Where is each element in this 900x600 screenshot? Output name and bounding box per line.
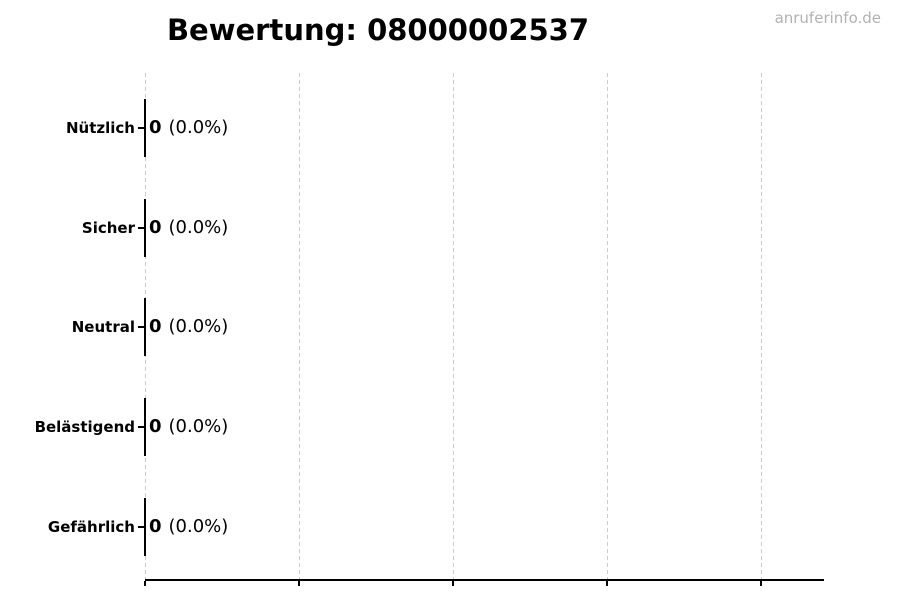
zero-value-bar — [144, 99, 146, 157]
value-label: 0 (0.0%) — [149, 498, 228, 556]
bar-row: Neutral 0 (0.0%) — [0, 298, 900, 356]
x-gridline — [299, 73, 300, 580]
category-label: Gefährlich — [47, 518, 135, 536]
x-axis-tick — [144, 581, 146, 586]
chart-title: Bewertung: 08000002537 — [166, 13, 590, 47]
value-count: 0 — [149, 217, 162, 238]
value-count: 0 — [149, 516, 162, 537]
zero-value-bar — [144, 498, 146, 556]
x-axis-tick — [298, 581, 300, 586]
x-gridline — [607, 73, 608, 580]
value-label: 0 (0.0%) — [149, 199, 228, 257]
y-axis-tick — [138, 526, 145, 528]
x-axis-tick — [760, 581, 762, 586]
category-label: Nützlich — [66, 119, 135, 137]
value-percent: (0.0%) — [168, 316, 229, 337]
bar-row: Sicher 0 (0.0%) — [0, 199, 900, 257]
watermark-text: anruferinfo.de — [774, 9, 881, 27]
value-count: 0 — [149, 117, 162, 138]
x-gridline — [761, 73, 762, 580]
value-count: 0 — [149, 316, 162, 337]
category-label: Belästigend — [34, 418, 135, 436]
zero-value-bar — [144, 199, 146, 257]
y-axis-tick — [138, 426, 145, 428]
bar-row: Belästigend 0 (0.0%) — [0, 398, 900, 456]
value-percent: (0.0%) — [168, 117, 229, 138]
x-gridline — [453, 73, 454, 580]
category-label: Neutral — [71, 318, 135, 336]
value-percent: (0.0%) — [168, 516, 229, 537]
value-label: 0 (0.0%) — [149, 99, 228, 157]
y-axis-tick — [138, 227, 145, 229]
zero-value-bar — [144, 398, 146, 456]
bar-row: Gefährlich 0 (0.0%) — [0, 498, 900, 556]
x-axis-line — [145, 579, 824, 581]
value-percent: (0.0%) — [168, 416, 229, 437]
value-label: 0 (0.0%) — [149, 298, 228, 356]
bar-row: Nützlich 0 (0.0%) — [0, 99, 900, 157]
y-axis-tick — [138, 127, 145, 129]
x-axis-tick — [452, 581, 454, 586]
value-count: 0 — [149, 416, 162, 437]
value-percent: (0.0%) — [168, 217, 229, 238]
value-label: 0 (0.0%) — [149, 398, 228, 456]
zero-value-bar — [144, 298, 146, 356]
x-axis-tick — [606, 581, 608, 586]
category-label: Sicher — [81, 219, 135, 237]
y-axis-tick — [138, 326, 145, 328]
